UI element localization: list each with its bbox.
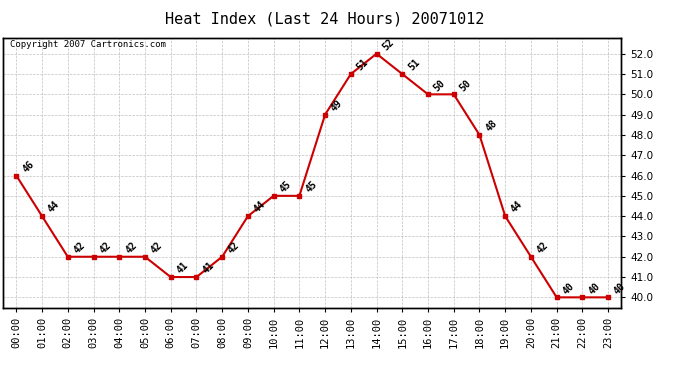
Text: 44: 44 (252, 200, 268, 215)
Text: 48: 48 (484, 118, 499, 134)
Text: 45: 45 (304, 179, 319, 195)
Text: 44: 44 (46, 200, 61, 215)
Text: 41: 41 (175, 260, 190, 276)
Text: 42: 42 (226, 240, 242, 255)
Text: 40: 40 (561, 280, 576, 296)
Text: 44: 44 (509, 200, 525, 215)
Text: 52: 52 (381, 37, 396, 52)
Text: Heat Index (Last 24 Hours) 20071012: Heat Index (Last 24 Hours) 20071012 (165, 11, 484, 26)
Text: 46: 46 (21, 159, 36, 174)
Text: 45: 45 (278, 179, 293, 195)
Text: 42: 42 (149, 240, 164, 255)
Text: 50: 50 (432, 78, 448, 93)
Text: 42: 42 (535, 240, 551, 255)
Text: 49: 49 (329, 98, 344, 113)
Text: Copyright 2007 Cartronics.com: Copyright 2007 Cartronics.com (10, 40, 166, 49)
Text: 42: 42 (98, 240, 113, 255)
Text: 50: 50 (458, 78, 473, 93)
Text: 42: 42 (124, 240, 139, 255)
Text: 40: 40 (612, 280, 628, 296)
Text: 51: 51 (355, 57, 371, 73)
Text: 41: 41 (201, 260, 216, 276)
Text: 40: 40 (586, 280, 602, 296)
Text: 51: 51 (406, 57, 422, 73)
Text: 42: 42 (72, 240, 88, 255)
